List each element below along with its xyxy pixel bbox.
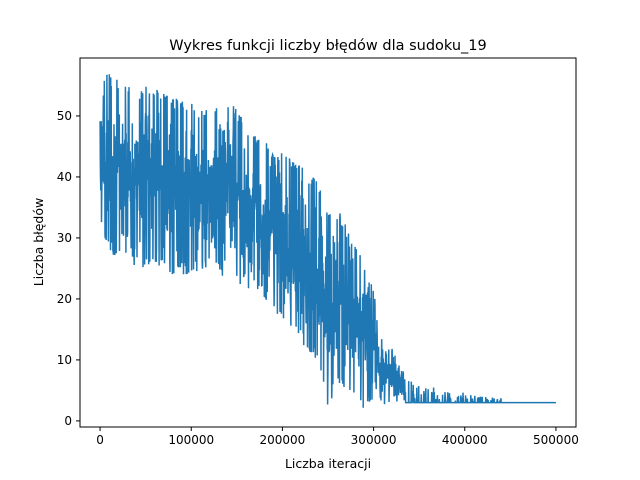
x-axis-label: Liczba iteracji — [285, 456, 371, 471]
y-tick-label: 10 — [57, 353, 72, 367]
x-tick-label: 0 — [96, 433, 104, 447]
x-tick-label: 300000 — [351, 433, 397, 447]
y-tick-label: 30 — [57, 231, 72, 245]
x-tick-label: 400000 — [442, 433, 488, 447]
y-tick-label: 50 — [57, 109, 72, 123]
x-tick-label: 100000 — [168, 433, 214, 447]
series-line — [99, 74, 556, 408]
y-axis-label: Liczba błędów — [31, 198, 46, 286]
y-tick-label: 40 — [57, 170, 72, 184]
y-tick-label: 0 — [64, 414, 72, 428]
y-tick-label: 20 — [57, 292, 72, 306]
chart-title: Wykres funkcji liczby błędów dla sudoku_… — [169, 38, 487, 54]
x-tick-label: 500000 — [533, 433, 579, 447]
plot-area-frame — [79, 57, 577, 428]
x-tick-label: 200000 — [260, 433, 306, 447]
